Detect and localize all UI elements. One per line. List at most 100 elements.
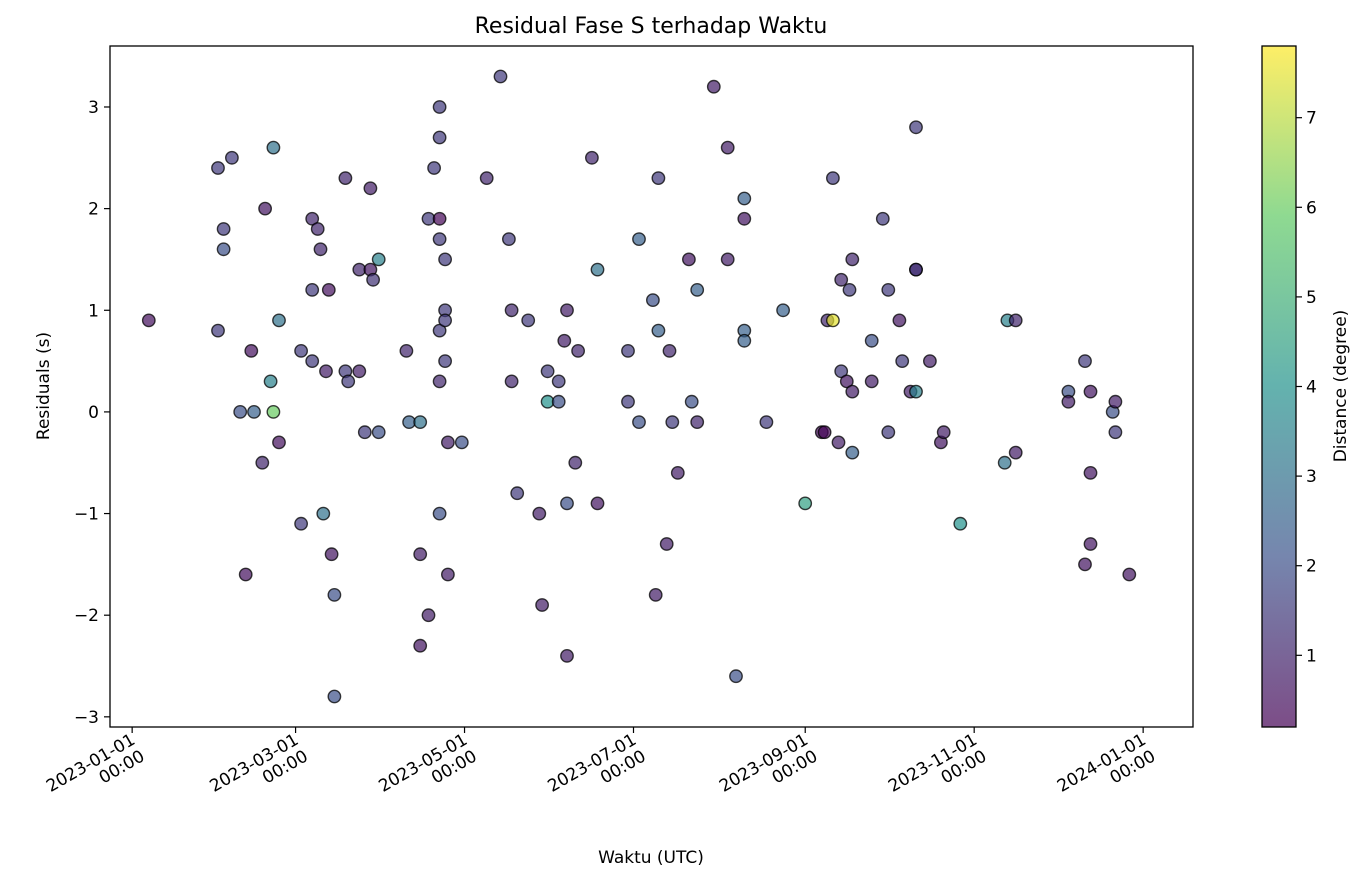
data-point xyxy=(690,282,705,297)
data-point xyxy=(590,496,605,511)
data-point xyxy=(305,282,320,297)
data-point xyxy=(258,201,272,216)
data-point xyxy=(1008,445,1023,460)
data-point xyxy=(413,415,428,429)
data-point xyxy=(834,272,849,287)
data-point xyxy=(327,588,342,602)
data-point xyxy=(413,547,428,562)
data-point xyxy=(590,262,605,277)
data-point xyxy=(936,425,951,440)
scatter-points xyxy=(141,69,1137,704)
data-point xyxy=(321,282,336,297)
data-point xyxy=(909,262,923,277)
data-point xyxy=(432,100,447,114)
data-point xyxy=(540,364,555,379)
colorbar-tick-label: 1 xyxy=(1306,646,1317,666)
data-point xyxy=(432,374,447,389)
data-point xyxy=(585,150,599,165)
data-point xyxy=(892,313,907,328)
data-point xyxy=(881,425,896,440)
y-tick-label: 0 xyxy=(88,403,99,423)
data-point xyxy=(413,638,428,653)
colorbar-tick-label: 3 xyxy=(1306,467,1317,487)
y-tick-label: 3 xyxy=(88,98,99,118)
data-point xyxy=(504,303,519,318)
data-point xyxy=(875,211,890,226)
data-point xyxy=(216,242,231,257)
colorbar-tick-label: 5 xyxy=(1306,288,1317,308)
data-point xyxy=(535,598,549,612)
data-point xyxy=(341,374,356,389)
data-point xyxy=(568,455,583,470)
data-point xyxy=(313,242,328,257)
data-point xyxy=(432,211,447,226)
data-point xyxy=(244,343,259,358)
data-point xyxy=(432,130,447,145)
data-point xyxy=(421,608,436,623)
data-point xyxy=(216,222,231,236)
y-tick-label: −3 xyxy=(74,708,99,728)
data-point xyxy=(817,425,832,440)
data-point xyxy=(551,374,566,389)
data-point xyxy=(571,343,585,358)
data-point xyxy=(759,415,774,429)
data-point xyxy=(560,649,574,663)
data-point xyxy=(826,171,840,186)
colorbar-tick-label: 2 xyxy=(1306,557,1317,577)
data-point xyxy=(357,425,372,440)
data-point xyxy=(238,567,253,582)
data-point xyxy=(864,374,879,389)
y-axis-label: Residuals (s) xyxy=(34,332,54,440)
data-point xyxy=(263,374,278,389)
y-tick-label: −2 xyxy=(74,606,99,626)
data-point xyxy=(294,516,308,531)
data-point xyxy=(621,343,635,358)
data-point xyxy=(1078,557,1092,572)
data-point xyxy=(338,171,353,186)
colorbar-ticks: 1 2 3 4 5 6 7 xyxy=(1296,109,1317,666)
data-point xyxy=(272,313,286,328)
data-point xyxy=(881,282,896,297)
data-point xyxy=(432,506,447,521)
data-point xyxy=(659,537,674,551)
data-point xyxy=(479,171,494,186)
data-point xyxy=(141,313,156,328)
data-point xyxy=(864,333,879,348)
data-point xyxy=(845,252,860,267)
data-point xyxy=(895,354,910,368)
data-point xyxy=(324,547,339,562)
data-point xyxy=(648,588,663,602)
data-point xyxy=(327,689,342,704)
data-point xyxy=(272,435,286,450)
data-point xyxy=(729,669,743,684)
data-point xyxy=(493,69,508,84)
data-point xyxy=(233,404,248,419)
data-point xyxy=(294,343,308,358)
data-point xyxy=(454,435,469,450)
data-point xyxy=(1122,567,1137,582)
data-point xyxy=(427,161,441,175)
data-point xyxy=(266,140,281,155)
data-point xyxy=(319,364,333,379)
data-point xyxy=(831,435,846,450)
data-point xyxy=(211,323,225,338)
data-point xyxy=(776,303,790,318)
data-point xyxy=(224,150,239,165)
colorbar-tick-label: 4 xyxy=(1306,378,1317,398)
data-point xyxy=(1083,537,1098,551)
data-point xyxy=(684,394,699,409)
data-point xyxy=(953,516,968,531)
data-point xyxy=(845,445,860,460)
data-point xyxy=(1008,313,1023,328)
data-point xyxy=(720,252,735,267)
data-point xyxy=(1083,384,1098,399)
data-point xyxy=(521,313,536,328)
colorbar-label: Distance (degree) xyxy=(1331,310,1351,463)
data-point xyxy=(737,333,752,348)
data-point xyxy=(438,313,452,328)
data-point xyxy=(646,293,660,307)
data-point xyxy=(909,120,923,135)
data-point xyxy=(798,496,813,511)
data-point xyxy=(266,404,281,419)
